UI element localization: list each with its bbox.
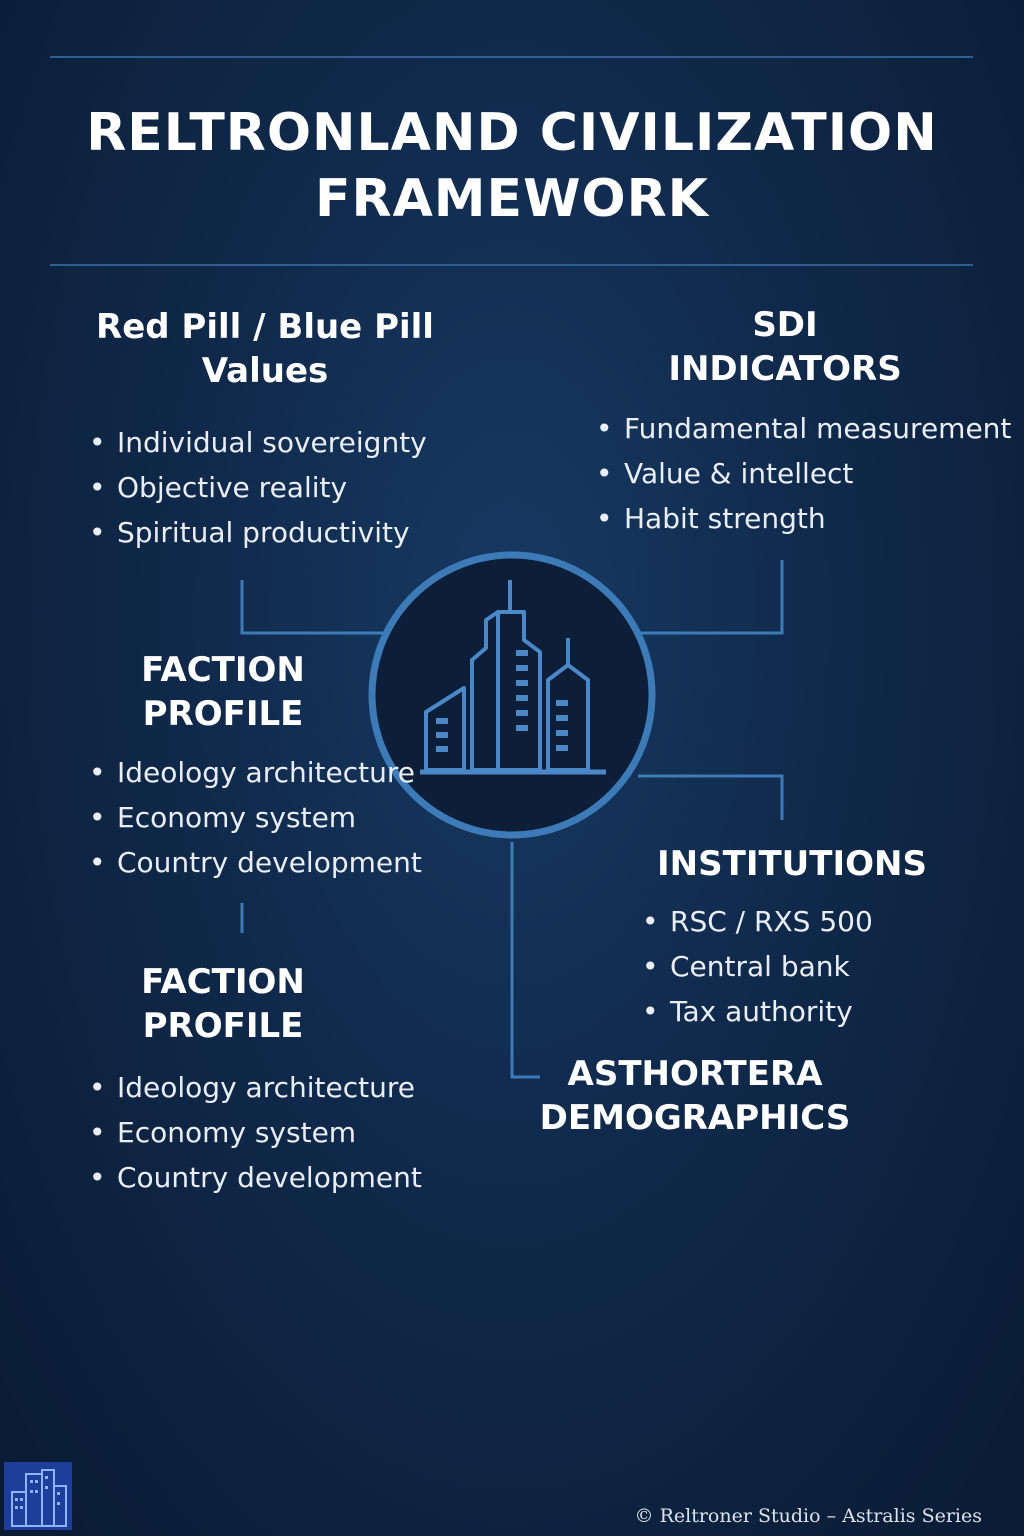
faction-1-heading-line-1: FACTION bbox=[141, 650, 305, 690]
title-line-2: FRAMEWORK bbox=[315, 169, 709, 229]
list-item: Country development bbox=[89, 840, 422, 885]
list-item: Tax authority bbox=[642, 989, 873, 1034]
institutions-list: RSC / RXS 500 Central bank Tax authority bbox=[642, 899, 873, 1034]
list-item: Spiritual productivity bbox=[89, 510, 427, 555]
list-item: Country development bbox=[89, 1155, 422, 1200]
list-item: Economy system bbox=[89, 1110, 422, 1155]
sdi-heading-line-2: INDICATORS bbox=[668, 349, 902, 389]
top-divider bbox=[50, 56, 973, 58]
values-heading-line-1: Red Pill / Blue Pill bbox=[96, 307, 434, 347]
title-divider bbox=[50, 264, 973, 266]
faction-2-heading-line-2: PROFILE bbox=[142, 1006, 304, 1046]
list-item: Objective reality bbox=[89, 465, 427, 510]
values-heading-line-2: Values bbox=[201, 351, 329, 391]
faction-1-heading-line-2: PROFILE bbox=[142, 694, 304, 734]
institutions-heading: INSTITUTIONS bbox=[612, 842, 972, 886]
connector-values bbox=[240, 580, 385, 635]
footer-credit: © Reltroner Studio – Astralis Series bbox=[634, 1505, 982, 1527]
faction-profile-list-2: Ideology architecture Economy system Cou… bbox=[89, 1065, 422, 1200]
list-item: Habit strength bbox=[596, 496, 1011, 541]
institutions-heading-text: INSTITUTIONS bbox=[657, 844, 927, 884]
list-item: Individual sovereignty bbox=[89, 420, 427, 465]
city-logo-icon bbox=[4, 1462, 72, 1530]
demographics-heading: ASTHORTERA DEMOGRAPHICS bbox=[520, 1052, 870, 1140]
sdi-heading-line-1: SDI bbox=[752, 305, 818, 345]
sdi-heading: SDI INDICATORS bbox=[585, 303, 985, 391]
faction-2-heading-line-1: FACTION bbox=[141, 962, 305, 1002]
list-item: Value & intellect bbox=[596, 451, 1011, 496]
demographics-heading-line-1: ASTHORTERA bbox=[567, 1054, 823, 1094]
connector-sdi bbox=[638, 560, 784, 635]
list-item: RSC / RXS 500 bbox=[642, 899, 873, 944]
list-item: Fundamental measurement bbox=[596, 406, 1011, 451]
list-item: Economy system bbox=[89, 795, 422, 840]
faction-profile-heading-2: FACTION PROFILE bbox=[73, 960, 373, 1048]
title-line-1: RELTRONLAND CIVILIZATION bbox=[86, 103, 938, 163]
faction-profile-heading-1: FACTION PROFILE bbox=[73, 648, 373, 736]
page-title: RELTRONLAND CIVILIZATION FRAMEWORK bbox=[0, 100, 1024, 232]
list-item: Ideology architecture bbox=[89, 1065, 422, 1110]
list-item: Central bank bbox=[642, 944, 873, 989]
list-item: Ideology architecture bbox=[89, 750, 422, 795]
connector-institutions bbox=[638, 774, 784, 820]
demographics-heading-line-2: DEMOGRAPHICS bbox=[539, 1098, 851, 1138]
sdi-list: Fundamental measurement Value & intellec… bbox=[596, 406, 1011, 541]
faction-profile-list-1: Ideology architecture Economy system Cou… bbox=[89, 750, 422, 885]
values-list: Individual sovereignty Objective reality… bbox=[89, 420, 427, 555]
connector-demographics bbox=[510, 842, 540, 1079]
values-heading: Red Pill / Blue Pill Values bbox=[65, 305, 465, 393]
city-skyline-icon bbox=[368, 551, 656, 839]
